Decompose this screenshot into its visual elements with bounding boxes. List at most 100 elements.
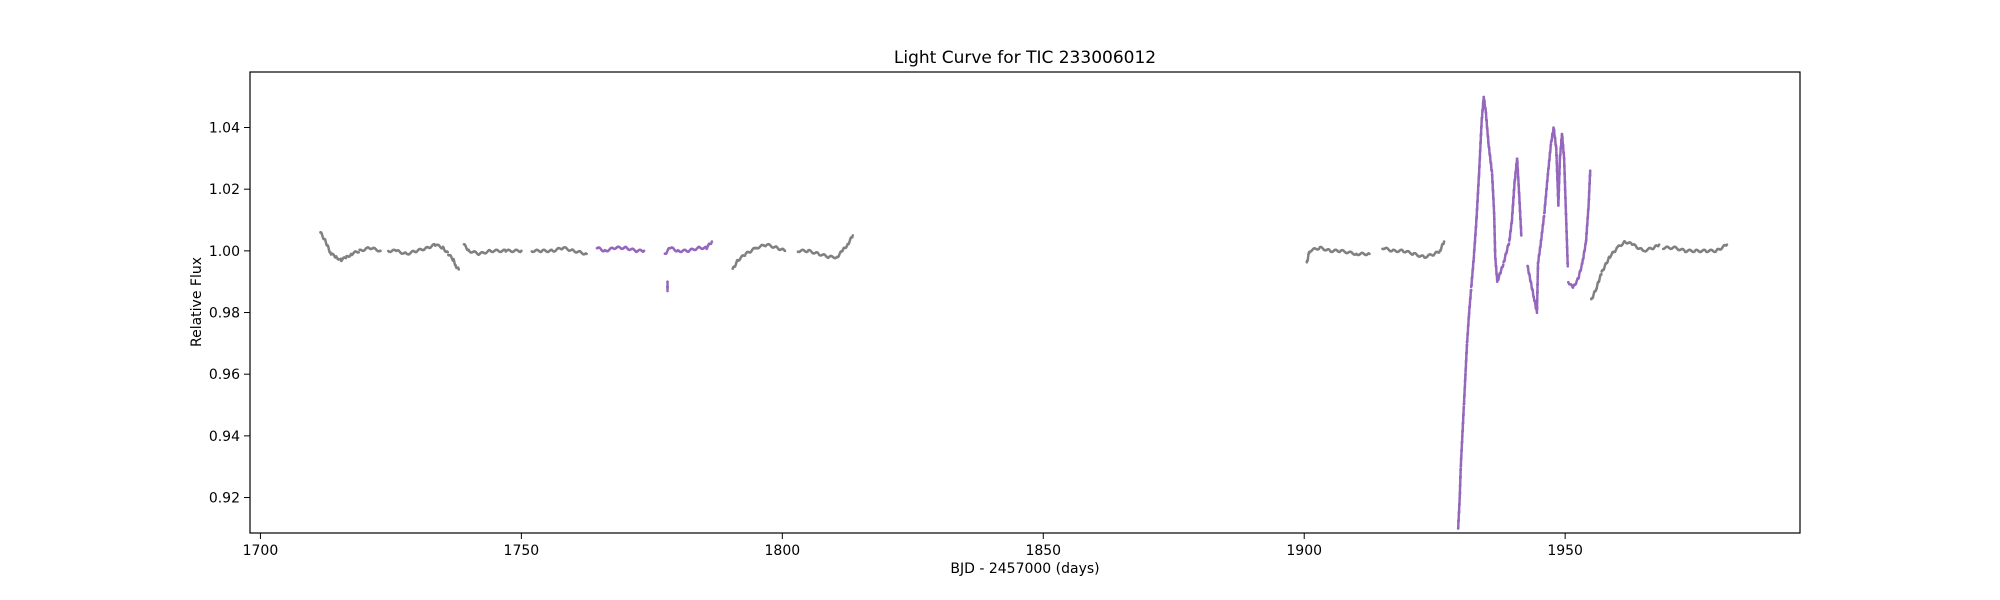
x-axis: 1700 1750 1800 1850 1900 1950 (243, 533, 1583, 559)
data-point (1584, 241, 1588, 245)
data-segment (319, 231, 382, 263)
plot-points (319, 95, 1729, 530)
data-segment (1456, 95, 1523, 530)
y-tick-label: 0.94 (209, 429, 240, 445)
data-point (1461, 427, 1465, 430)
y-tick-label: 0.92 (209, 491, 240, 507)
x-tick-label: 1800 (765, 543, 801, 559)
y-tick-label: 0.96 (209, 367, 240, 383)
data-point (520, 249, 523, 253)
data-segment (387, 242, 461, 271)
data-segment (663, 240, 714, 256)
data-segment (1661, 243, 1729, 254)
data-point (1460, 446, 1464, 449)
data-segment (595, 245, 646, 254)
y-tick-label: 1.04 (209, 121, 240, 137)
data-point (1471, 272, 1474, 276)
y-tick-label: 1.00 (209, 244, 240, 260)
data-point (1501, 263, 1505, 267)
data-point (1657, 243, 1661, 246)
data-point (1520, 234, 1523, 237)
data-point (1458, 488, 1462, 492)
data-point (1536, 264, 1540, 267)
data-point (1442, 240, 1446, 243)
y-axis: 0.92 0.94 0.96 0.98 1.00 1.02 1.04 (209, 121, 250, 507)
data-point (1465, 348, 1469, 352)
data-segment (796, 234, 855, 260)
data-point (1563, 191, 1567, 194)
data-point (1479, 130, 1483, 133)
data-point (1536, 287, 1539, 291)
data-point (666, 280, 669, 283)
data-point (1460, 438, 1464, 441)
data-point (1536, 295, 1539, 299)
data-point (1368, 252, 1371, 256)
data-segment (666, 280, 669, 293)
data-point (1563, 175, 1567, 179)
data-segment (1589, 239, 1661, 301)
data-point (1464, 372, 1467, 375)
data-point (344, 256, 348, 260)
x-axis-label: BJD - 2457000 (days) (950, 561, 1099, 577)
data-point (379, 249, 382, 253)
data-point (1469, 288, 1473, 292)
data-point (1555, 173, 1559, 176)
x-tick-label: 1750 (504, 543, 540, 559)
data-point (1471, 265, 1475, 268)
data-point (1458, 496, 1462, 499)
data-point (1555, 165, 1559, 168)
data-point (457, 268, 461, 271)
data-point (1466, 337, 1469, 341)
data-point (1547, 163, 1551, 167)
data-point (1493, 252, 1497, 256)
data-point (1549, 142, 1553, 146)
data-point (1465, 343, 1469, 346)
data-point (1459, 467, 1463, 471)
y-axis-label: Relative Flux (189, 257, 205, 347)
data-point (1465, 356, 1468, 359)
data-point (1563, 183, 1567, 186)
data-point (1479, 138, 1483, 141)
data-point (1470, 280, 1474, 284)
data-segment (731, 242, 787, 270)
data-point (1460, 453, 1463, 457)
data-point (1563, 167, 1566, 171)
data-segment (1566, 169, 1592, 289)
data-point (1458, 480, 1462, 484)
data-point (1557, 194, 1560, 197)
data-point (1493, 244, 1497, 248)
data-segment (1305, 245, 1371, 264)
data-point (1459, 461, 1463, 465)
data-point (710, 240, 714, 243)
data-point (1588, 169, 1592, 172)
data-point (1557, 186, 1561, 189)
data-point (1562, 159, 1566, 163)
data-point (1463, 383, 1467, 386)
data-point (1462, 405, 1466, 409)
y-tick-label: 0.98 (209, 306, 240, 322)
data-point (1490, 175, 1494, 179)
x-tick-label: 1850 (1025, 543, 1061, 559)
data-point (1536, 280, 1539, 283)
data-point (446, 250, 450, 254)
data-point (1542, 214, 1546, 218)
data-point (1480, 122, 1483, 126)
data-point (1546, 171, 1550, 175)
data-point (1490, 170, 1494, 174)
data-point (357, 250, 361, 254)
data-point (1566, 262, 1570, 266)
data-point (783, 249, 787, 253)
data-point (1507, 242, 1511, 245)
data-point (851, 234, 855, 237)
data-point (1566, 264, 1570, 268)
data-point (1491, 183, 1494, 187)
data-segment (462, 243, 523, 257)
data-point (1459, 472, 1462, 476)
x-tick-label: 1700 (243, 543, 279, 559)
plot-frame (249, 71, 1801, 534)
data-point (1555, 157, 1558, 160)
data-point (1557, 201, 1560, 205)
data-point (1464, 364, 1468, 367)
data-segment (530, 245, 588, 256)
